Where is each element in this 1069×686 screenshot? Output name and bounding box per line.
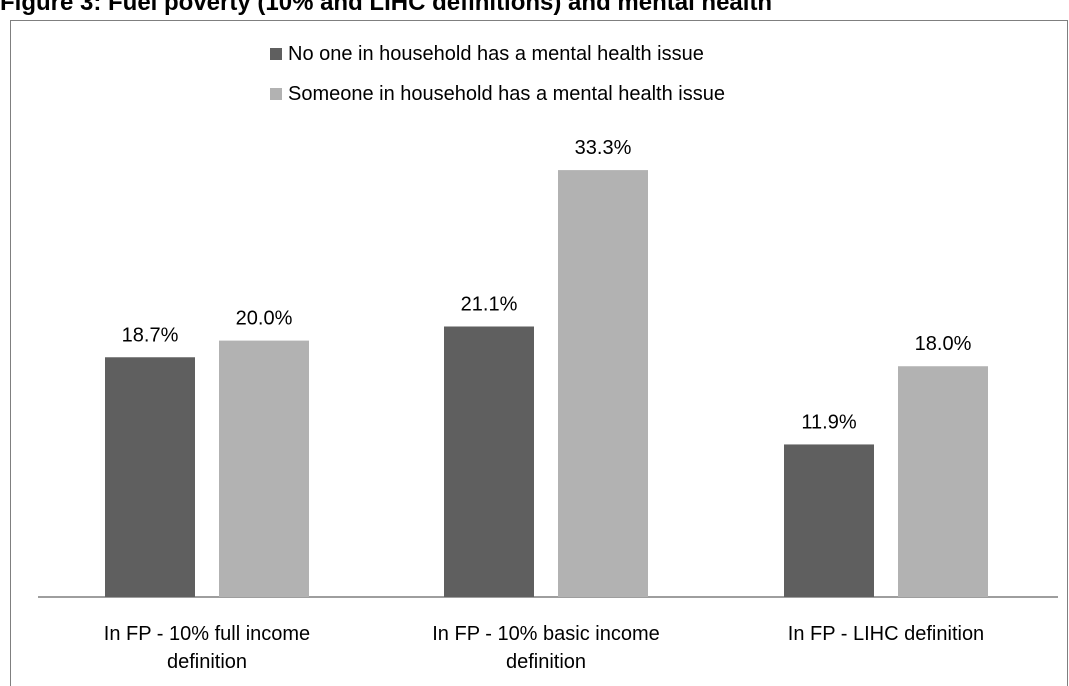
legend-label-series1: No one in household has a mental health … (288, 42, 704, 65)
category-label-line: In FP - 10% basic income (432, 623, 660, 645)
data-label-series1-cat2: 21.1% (461, 293, 518, 315)
legend-item-series2: Someone in household has a mental health… (270, 74, 725, 114)
category-label-line: In FP - 10% full income (103, 623, 311, 645)
chart-frame (10, 20, 1068, 686)
category-label-2: In FP - 10% basic income definition (406, 620, 686, 676)
category-label-3: In FP - LIHC definition (746, 620, 1026, 648)
bar-series1-cat1 (105, 357, 195, 597)
category-label-line: definition (505, 651, 587, 673)
data-label-series1-cat1: 18.7% (122, 324, 179, 346)
data-label-series2-cat3: 18.0% (915, 333, 972, 355)
legend-swatch-series2 (270, 88, 282, 100)
bar-series1-cat2 (444, 326, 534, 597)
legend: No one in household has a mental health … (270, 34, 725, 114)
chart-title: Figure 3: Fuel poverty (10% and LIHC def… (0, 0, 773, 16)
bar-series2-cat1 (219, 340, 309, 597)
data-label-series2-cat1: 20.0% (236, 308, 293, 330)
category-label-line: definition (166, 651, 248, 673)
bar-series2-cat3 (898, 366, 988, 597)
legend-item-series1: No one in household has a mental health … (270, 34, 725, 74)
category-label-line: In FP - LIHC definition (787, 623, 985, 645)
category-label-1: In FP - 10% full income definition (67, 620, 347, 676)
legend-swatch-series1 (270, 48, 282, 60)
data-label-series1-cat3: 11.9% (801, 411, 856, 433)
data-label-series2-cat2: 33.3% (575, 137, 632, 159)
bar-series1-cat3 (784, 444, 874, 597)
bar-series2-cat2 (558, 170, 648, 597)
legend-label-series2: Someone in household has a mental health… (288, 82, 725, 105)
